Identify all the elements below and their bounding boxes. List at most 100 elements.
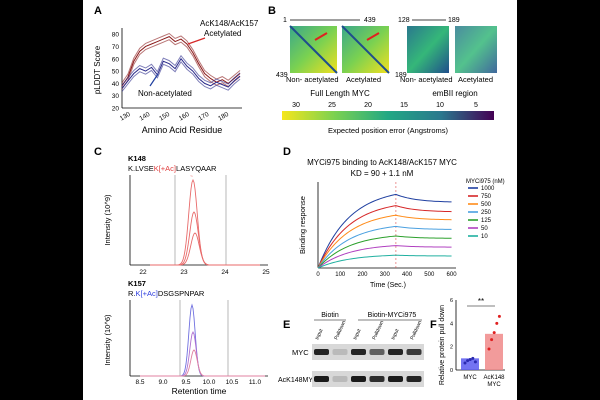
panel-a-xtick: 130 (119, 111, 132, 123)
band-ack148myc (332, 376, 348, 382)
panel-c-top-ylabel: Intensity (10^9) (103, 194, 112, 246)
annotation-acetylated-line2: Acetylated (204, 29, 241, 38)
panel-c-top-peak (150, 211, 260, 266)
panel-f-category-label: MYC (487, 382, 501, 388)
panel-e-label: E (283, 319, 290, 331)
panel-d-kd: KD = 90 + 1.1 nM (351, 169, 414, 178)
panel-b-full-left: 439 (276, 72, 288, 79)
colorbar-tick: 25 (328, 102, 336, 109)
panel-a-xtick: 140 (138, 111, 151, 123)
band-myc (369, 349, 385, 355)
panel-d-series-10 (317, 254, 452, 269)
colorbar-tick: 20 (364, 102, 372, 109)
panel-e-lane-label: Pulldown (333, 320, 347, 341)
panel-c-top-peak (150, 178, 260, 266)
panel-f-point (497, 314, 501, 318)
band-ack148myc (314, 376, 329, 382)
panel-a-xlabel: Amino Acid Residue (142, 125, 223, 135)
panel-d-xtick: 100 (335, 272, 346, 278)
heatmap-region-acetylated (455, 26, 497, 73)
panel-c-bottom-xtick: 10.5 (226, 379, 239, 386)
panel-f-significance: ** (478, 297, 484, 306)
panel-c-bottom-sequence: R.K[+Ac]DSGSPNPAR (128, 289, 205, 298)
panel-f-point (471, 356, 475, 360)
panel-a-arrow-nonacetylated (149, 73, 159, 87)
panel-e-lane-labels: Input Pulldown Input Pulldown Input Pulldown (314, 320, 423, 341)
panel-a-xtick: 160 (178, 111, 191, 123)
panel-d-legend-label: 250 (481, 210, 492, 216)
seq-bottom-pre: R. (128, 289, 136, 298)
panel-b-full-start: 1 (283, 17, 287, 24)
panel-a-xtick: 170 (197, 111, 210, 123)
panel-d-legend-label: 500 (481, 202, 492, 208)
panel-d-ylabel: Binding response (298, 196, 307, 254)
panel-d-label: D (283, 146, 291, 158)
panel-f-bar (485, 333, 503, 370)
panel-d-xlabel: Time (Sec.) (370, 282, 406, 289)
heatmap-region-nonacetylated (407, 26, 449, 73)
panel-c-top-xtick: 23 (180, 269, 188, 276)
panel-d-series-50 (317, 245, 452, 269)
panel-c-top-plot: 22 23 24 25 ~ (129, 174, 270, 276)
panel-e-row-myc: MYC (292, 348, 309, 357)
colorbar-label: Expected position error (Angstroms) (328, 126, 449, 135)
band-myc (388, 349, 403, 355)
panel-b-region-col1: Non- acetylated (400, 75, 453, 84)
panel-a-ytick: 80 (112, 32, 120, 39)
panel-c-top-sequence: K.LVSEK[+Ac]LASYQAAR (128, 164, 217, 173)
band-myc (351, 349, 366, 355)
panel-d-legend-label: 750 (481, 194, 492, 200)
panel-d-legend-label: 50 (481, 226, 488, 232)
panel-d-series-500 (317, 214, 452, 269)
panel-d-xtick: 500 (424, 272, 435, 278)
panel-e-row-ack148myc: AcK148MYC (278, 377, 318, 384)
panel-c-bottom-peak (140, 349, 265, 377)
panel-b-full-col1: Non- acetylated (286, 75, 339, 84)
panel-c-top-xtick: 25 (262, 269, 270, 276)
panel-a-xtick: 180 (217, 111, 230, 123)
panel-f-ytick: 6 (450, 298, 453, 304)
panel-f-category-label: MYC (463, 375, 477, 381)
heatmap-full-red-arrow-2 (366, 32, 380, 41)
band-ack148myc (406, 376, 422, 382)
panel-e-lane-label: Pulldown (409, 320, 423, 341)
series-acetylated-line (121, 32, 241, 84)
panel-f-point (495, 321, 499, 325)
panel-b-region-start: 128 (398, 17, 410, 24)
panel-f-plot: 0 2 4 6 (450, 298, 505, 374)
heatmap-full-nonacetylated-diagonal (289, 25, 338, 74)
panel-d-series-125 (317, 235, 452, 269)
heatmap-full-acetylated-diagonal (341, 25, 390, 74)
panel-a-ylabel: pLDDT Score (93, 45, 102, 94)
panel-c-bottom-xtick: 9.5 (181, 379, 190, 386)
panel-f-category-labels: MYC AcK148MYC (463, 375, 505, 388)
panel-d-xtick: 400 (402, 272, 413, 278)
panel-c-top-xtick: 22 (139, 269, 147, 276)
colorbar-ticks: 30 25 20 15 10 5 (292, 102, 478, 109)
panel-c-bottom-xtick: 9.0 (158, 379, 167, 386)
panel-c-top-peak (150, 232, 260, 266)
panel-b-label: B (268, 5, 276, 17)
panel-b-full-caption: Full Length MYC (310, 89, 370, 98)
panel-f-point (463, 361, 467, 365)
panel-e-lane-label: Input (314, 328, 324, 341)
blot-ack148myc (312, 371, 424, 387)
panel-d-plot: 0 100 200 300 400 500 600 (316, 182, 457, 278)
blot-myc (312, 344, 424, 360)
panel-b-region-col2: Acetylated (458, 75, 493, 84)
panel-c-bottom-plot: 8.5 9.0 9.5 10.0 10.5 11.0 (129, 300, 268, 386)
panel-c-bottom-ylabel: Intensity (10^6) (103, 314, 112, 366)
panel-f-point (490, 338, 494, 342)
panel-f-point (487, 347, 491, 351)
panel-a-ytick: 60 (112, 56, 120, 63)
panel-f-ytick: 0 (450, 368, 453, 374)
panel-a-label: A (94, 5, 102, 17)
colorbar-tick: 30 (292, 102, 300, 109)
seq-top-mod: K[+Ac] (154, 164, 176, 173)
panel-c-bottom-xtick: 8.5 (135, 379, 144, 386)
panel-e-lane-label: Input (352, 328, 362, 341)
panel-a-ytick: 50 (112, 69, 120, 76)
panel-a-xtick: 150 (158, 111, 171, 123)
panel-d-legend-label: 1000 (481, 186, 495, 192)
